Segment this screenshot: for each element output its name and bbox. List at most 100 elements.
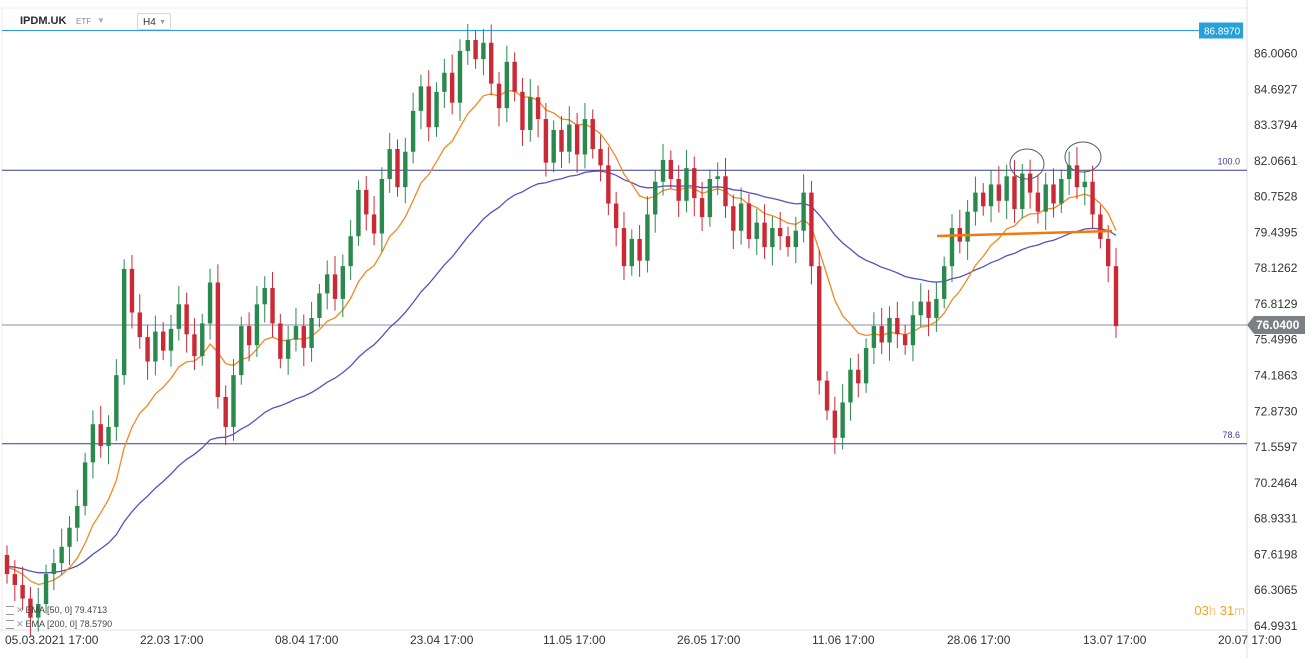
candle-body: [20, 584, 25, 599]
candle-body: [535, 97, 541, 120]
candle-body: [512, 61, 517, 92]
candle-body: [1074, 165, 1080, 188]
candle-body: [637, 238, 642, 261]
candle-body: [356, 189, 361, 237]
close-icon[interactable]: ✕: [16, 619, 24, 629]
y-tick-label: 82.0661: [1254, 154, 1298, 168]
candle-body: [809, 192, 814, 267]
candle-body: [59, 546, 64, 564]
legend-ema200-label: EMA [200, 0] 78.5790: [25, 619, 113, 629]
candle-body: [676, 178, 681, 201]
fib-level-label: 78.6: [1222, 430, 1240, 440]
y-tick-label: 79.4395: [1254, 225, 1298, 239]
x-tick-label: 23.04 17:00: [410, 633, 474, 647]
candle-body: [192, 334, 197, 357]
timeframe-select[interactable]: H4 ▼: [137, 13, 171, 30]
symbol-label[interactable]: IPDM.UK: [20, 15, 67, 27]
candle-body: [1113, 266, 1119, 327]
candle-body: [871, 326, 877, 348]
shoulder-circle[interactable]: [1009, 148, 1045, 180]
y-tick-label: 84.6927: [1254, 82, 1298, 96]
candle-body: [1059, 178, 1064, 204]
neckline-drawing[interactable]: [936, 229, 1113, 238]
candle-body: [145, 337, 150, 362]
timeframe-value: H4: [143, 17, 156, 28]
candle-body: [653, 181, 658, 215]
candle-body: [731, 206, 736, 231]
candle-body: [738, 203, 744, 231]
candle-body: [98, 424, 103, 446]
legend-ema200[interactable]: ✕ EMA [200, 0] 78.5790: [6, 619, 112, 630]
candle-body: [723, 176, 728, 207]
candle-body: [28, 598, 33, 618]
candle-body: [4, 554, 10, 575]
candle-body: [434, 91, 439, 128]
candle-body: [660, 159, 666, 182]
close-icon[interactable]: ✕: [16, 605, 24, 615]
y-tick-label: 67.6198: [1254, 547, 1298, 561]
candle-body: [364, 189, 369, 215]
fib-level-label: 100.0: [1217, 156, 1240, 166]
candle-body: [887, 317, 892, 343]
candle-body: [668, 159, 674, 179]
candle-body: [582, 119, 588, 155]
top-level-value: 86.8970: [1204, 27, 1241, 38]
candle-body: [543, 119, 549, 163]
y-tick-label: 64.9931: [1254, 619, 1298, 633]
candle-body: [348, 236, 353, 267]
candle-body: [82, 462, 88, 506]
candle-body: [489, 42, 494, 84]
candle-body: [317, 293, 322, 318]
candle-body: [801, 192, 806, 231]
legend-ema50[interactable]: ✕ EMA [50, 0] 79.4713: [6, 605, 107, 616]
candle-body: [973, 192, 978, 212]
candle-body: [1098, 214, 1103, 239]
candle-body: [902, 334, 908, 346]
candle-body: [301, 326, 306, 348]
candle-body: [996, 184, 1002, 201]
candle-body: [36, 604, 41, 618]
ema200-line: [6, 170, 1117, 574]
y-tick-label: 68.9331: [1254, 512, 1298, 526]
candle-body: [1035, 192, 1041, 212]
indicator-settings-icon[interactable]: [6, 606, 14, 616]
candle-body: [965, 211, 970, 242]
candle-body: [481, 42, 486, 60]
x-tick-label: 08.04 17:00: [275, 633, 339, 647]
candle-body: [551, 129, 556, 163]
candle-body: [449, 72, 455, 103]
candle-body: [793, 230, 798, 248]
shoulder-circle[interactable]: [1064, 141, 1102, 173]
indicator-settings-icon[interactable]: [6, 620, 14, 630]
candle-body: [1020, 173, 1025, 209]
candle-body: [278, 323, 283, 359]
candle-body: [621, 228, 627, 267]
candle-body: [879, 326, 884, 343]
candle-body: [137, 312, 142, 338]
candle-body: [129, 268, 135, 313]
candle-body: [340, 266, 346, 299]
candle-body: [262, 287, 267, 305]
candle-body: [153, 331, 158, 362]
chevron-down-icon[interactable]: ▼: [97, 16, 105, 25]
x-tick-label: 20.07 17:00: [1218, 633, 1282, 647]
candle-body: [106, 426, 111, 446]
y-tick-label: 66.3065: [1254, 583, 1298, 597]
candle-body: [239, 326, 244, 376]
y-tick-label: 75.4996: [1254, 333, 1298, 347]
candle-body: [629, 238, 634, 267]
candle-body: [1082, 181, 1087, 188]
candle-body: [895, 317, 900, 335]
candle-body: [840, 402, 845, 438]
y-tick-label: 70.2464: [1254, 476, 1298, 490]
candle-body: [215, 282, 221, 397]
y-tick-label: 76.8129: [1254, 297, 1298, 311]
candle-body: [856, 369, 861, 384]
candle-body: [309, 317, 314, 348]
y-tick-label: 80.7528: [1254, 190, 1298, 204]
candle-body: [207, 282, 213, 324]
candle-body: [184, 304, 189, 335]
candle-body: [200, 323, 205, 357]
